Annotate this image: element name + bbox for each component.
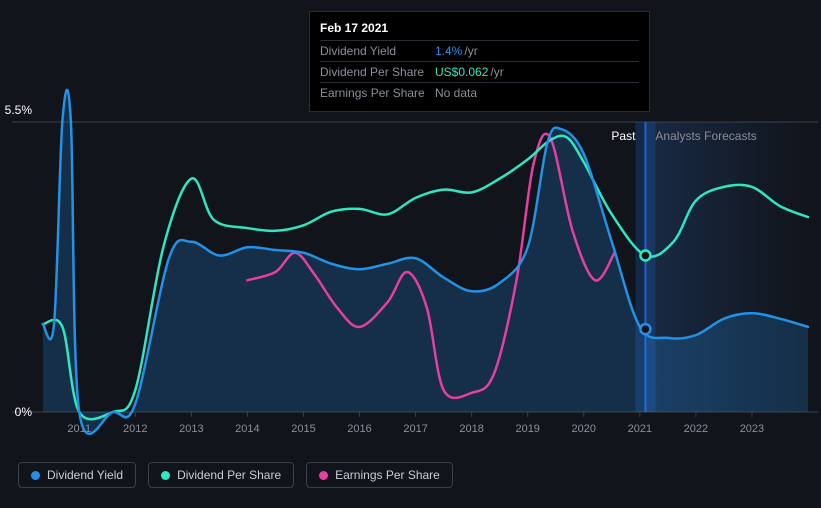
tooltip-row-label: Dividend Yield [320, 44, 435, 58]
legend-item-dividend-yield[interactable]: Dividend Yield [18, 462, 136, 488]
tooltip-row-label: Dividend Per Share [320, 65, 435, 79]
tooltip-row-label: Earnings Per Share [320, 86, 435, 100]
svg-text:2022: 2022 [684, 423, 708, 435]
legend-item-earnings-per-share[interactable]: Earnings Per Share [306, 462, 453, 488]
svg-text:2013: 2013 [179, 423, 203, 435]
tooltip-row-nodata: No data [435, 86, 477, 100]
svg-text:2017: 2017 [403, 423, 427, 435]
svg-text:2020: 2020 [572, 423, 596, 435]
svg-text:2014: 2014 [235, 423, 259, 435]
svg-text:Analysts Forecasts: Analysts Forecasts [655, 129, 756, 143]
svg-text:Past: Past [611, 129, 636, 143]
svg-text:2019: 2019 [515, 423, 539, 435]
legend-item-dividend-per-share[interactable]: Dividend Per Share [148, 462, 294, 488]
tooltip-row-unit: /yr [464, 44, 477, 58]
svg-text:2023: 2023 [740, 423, 764, 435]
tooltip-row-value: 1.4% [435, 44, 462, 58]
svg-text:2015: 2015 [291, 423, 315, 435]
legend-group: Dividend Yield Dividend Per Share Earnings… [18, 462, 453, 488]
tooltip-row: Dividend Yield1.4% /yr [320, 40, 639, 61]
svg-text:0%: 0% [15, 405, 33, 419]
legend-label: Earnings Per Share [335, 468, 440, 482]
svg-text:2021: 2021 [628, 423, 652, 435]
svg-text:2012: 2012 [123, 423, 147, 435]
svg-text:2018: 2018 [459, 423, 483, 435]
svg-text:5.5%: 5.5% [5, 103, 33, 117]
svg-text:2016: 2016 [347, 423, 371, 435]
legend-label: Dividend Per Share [177, 468, 281, 482]
legend-dot [31, 471, 40, 480]
legend-label: Dividend Yield [47, 468, 123, 482]
legend-dot [161, 471, 170, 480]
tooltip-row-unit: /yr [490, 65, 503, 79]
tooltip-row: Dividend Per ShareUS$0.062 /yr [320, 61, 639, 82]
tooltip-row-value: US$0.062 [435, 65, 488, 79]
chart-tooltip: Feb 17 2021 Dividend Yield1.4% /yrDivide… [309, 11, 650, 112]
legend-dot [319, 471, 328, 480]
tooltip-date: Feb 17 2021 [320, 18, 639, 40]
tooltip-row: Earnings Per ShareNo data [320, 82, 639, 103]
